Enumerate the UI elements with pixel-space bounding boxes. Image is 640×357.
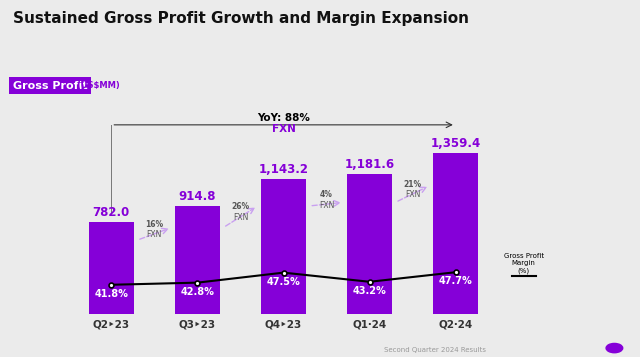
Text: (US$MM): (US$MM) — [74, 81, 119, 90]
Bar — [348, 174, 392, 314]
Text: 1,181.6: 1,181.6 — [344, 159, 395, 171]
Bar — [175, 206, 220, 314]
Text: Gross Profit: Gross Profit — [13, 81, 88, 91]
Bar — [261, 179, 306, 314]
Text: 16%: 16% — [145, 220, 163, 228]
Text: 914.8: 914.8 — [179, 190, 216, 203]
Text: Sustained Gross Profit Growth and Margin Expansion: Sustained Gross Profit Growth and Margin… — [13, 11, 468, 26]
Text: 4%: 4% — [320, 190, 333, 199]
Bar — [433, 153, 478, 314]
Text: YoY: 88%: YoY: 88% — [257, 113, 310, 123]
Text: FXN: FXN — [233, 213, 248, 222]
Text: 41.8%: 41.8% — [95, 289, 128, 299]
Text: 1,143.2: 1,143.2 — [259, 163, 308, 176]
Text: 782.0: 782.0 — [93, 206, 130, 219]
Text: FXN: FXN — [147, 230, 162, 239]
Text: FXN: FXN — [405, 190, 420, 199]
Bar — [89, 222, 134, 314]
Text: FXN: FXN — [319, 201, 334, 210]
Text: 21%: 21% — [404, 180, 422, 188]
Text: 43.2%: 43.2% — [353, 286, 387, 296]
Text: 26%: 26% — [232, 202, 250, 211]
Text: 42.8%: 42.8% — [180, 287, 214, 297]
Text: FXN: FXN — [271, 124, 296, 134]
Text: 47.7%: 47.7% — [439, 276, 472, 286]
Text: 1,359.4: 1,359.4 — [431, 137, 481, 150]
Text: Second Quarter 2024 Results: Second Quarter 2024 Results — [384, 347, 486, 353]
Text: Gross Profit
Margin
(%): Gross Profit Margin (%) — [504, 252, 544, 274]
Text: 47.5%: 47.5% — [267, 277, 300, 287]
